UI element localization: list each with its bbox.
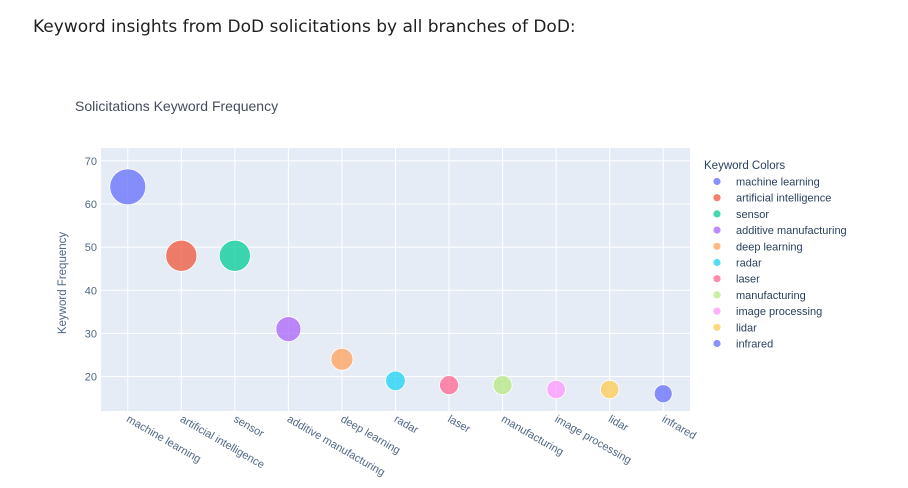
legend-marker (713, 226, 721, 234)
legend-label: machine learning (736, 177, 820, 189)
y-tick-label: 40 (85, 285, 97, 297)
bubble-marks[interactable] (109, 168, 673, 404)
legend-marker (713, 258, 721, 267)
legend-item[interactable]: sensor (713, 209, 769, 221)
legend-item[interactable]: additive manufacturing (713, 225, 847, 237)
legend-marker (713, 323, 721, 331)
legend-label: manufacturing (736, 290, 806, 302)
y-tick-label: 50 (85, 242, 97, 254)
legend-marker (713, 291, 721, 299)
legend-item[interactable]: manufacturing (713, 290, 806, 302)
bubble-sensor[interactable] (218, 239, 251, 272)
legend-label: laser (736, 274, 760, 286)
chart-title: Solicitations Keyword Frequency (75, 98, 278, 114)
x-tick-label: lidar (606, 413, 630, 434)
y-tick-label: 70 (85, 156, 97, 168)
legend-label: radar (736, 258, 762, 270)
legend-item[interactable]: deep learning (713, 241, 803, 253)
legend-item[interactable]: image processing (713, 306, 822, 318)
legend-label: image processing (736, 306, 822, 318)
legend-marker (713, 307, 721, 315)
legend-marker (713, 242, 721, 250)
y-axis-title: Keyword Frequency (57, 232, 69, 335)
legend-label: lidar (736, 322, 757, 334)
bubble-deep-learning[interactable] (330, 347, 354, 371)
legend-marker (713, 210, 721, 218)
bubble-laser[interactable] (439, 375, 459, 396)
legend-item[interactable]: laser (713, 274, 760, 286)
legend-item[interactable]: machine learning (713, 177, 820, 189)
legend-item[interactable]: infrared (713, 339, 773, 351)
bubble-manufacturing[interactable] (492, 375, 513, 396)
bubble-infrared[interactable] (653, 384, 673, 404)
y-tick-label: 60 (85, 199, 97, 211)
legend[interactable]: Keyword Colors machine learning artificia… (704, 160, 847, 351)
legend-marker (713, 177, 721, 186)
bubble-additive-manufacturing[interactable] (275, 316, 302, 343)
x-tick-label: infrared (660, 413, 698, 442)
legend-label: additive manufacturing (736, 225, 847, 237)
bubble-image-processing[interactable] (546, 379, 566, 400)
legend-marker (713, 194, 721, 202)
x-tick-label: laser (446, 413, 473, 435)
legend-marker (713, 339, 721, 348)
x-tick-label: sensor (231, 413, 266, 440)
legend-label: artificial intelligence (736, 193, 831, 205)
x-tick-label: additive manufacturing (285, 413, 387, 479)
y-tick-label: 20 (85, 372, 97, 384)
x-tick-label: radar (392, 413, 421, 436)
bubble-lidar[interactable] (600, 379, 620, 400)
legend-marker (713, 275, 721, 283)
legend-item[interactable]: artificial intelligence (713, 193, 831, 205)
legend-label: infrared (736, 339, 773, 351)
legend-item[interactable]: radar (713, 258, 762, 270)
page-heading: Keyword insights from DoD solicitations … (33, 17, 576, 37)
bubble-radar[interactable] (385, 370, 406, 392)
legend-label: deep learning (736, 241, 803, 253)
bubble-artificial-intelligence[interactable] (165, 239, 198, 272)
legend-title: Keyword Colors (704, 160, 785, 172)
y-tick-label: 30 (85, 328, 97, 340)
bubble-machine-learning[interactable] (109, 168, 147, 206)
legend-item[interactable]: lidar (713, 322, 757, 334)
legend-label: sensor (736, 209, 769, 221)
